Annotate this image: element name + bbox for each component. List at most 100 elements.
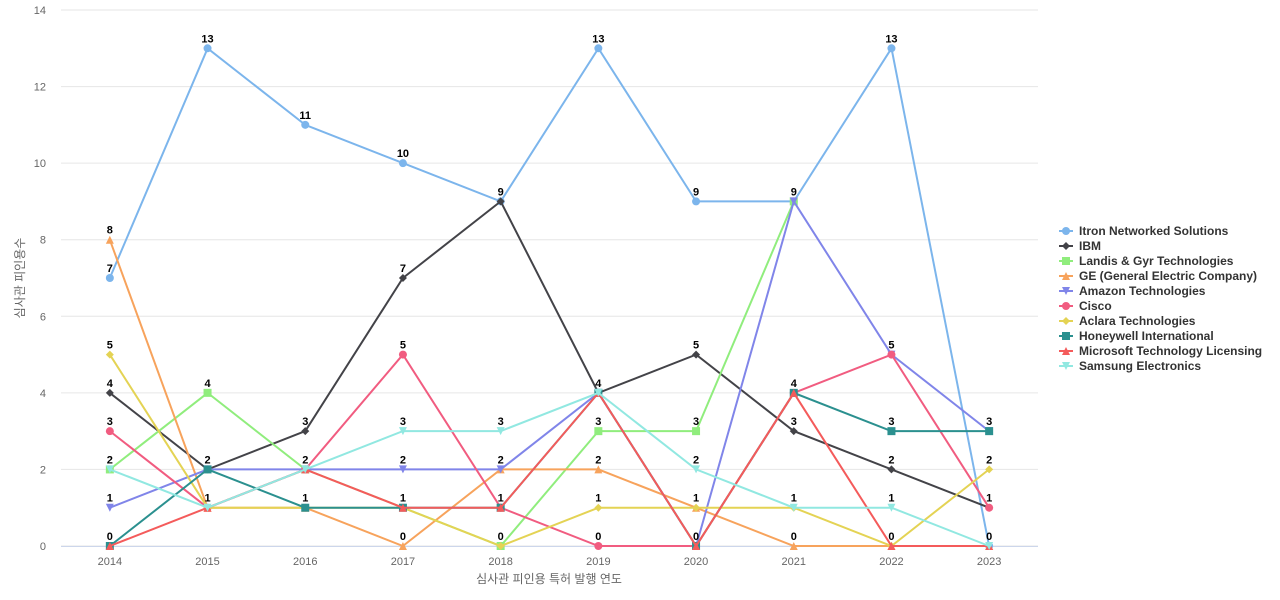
data-point[interactable] xyxy=(594,465,603,474)
legend-marker[interactable] xyxy=(1062,347,1070,355)
data-point[interactable] xyxy=(301,465,310,474)
data-point[interactable] xyxy=(105,427,114,436)
legend-label[interactable]: Amazon Technologies xyxy=(1079,284,1206,298)
series-1 xyxy=(105,197,994,512)
y-tick-label: 14 xyxy=(34,5,46,17)
data-point[interactable] xyxy=(496,197,505,206)
data-point[interactable] xyxy=(105,465,114,474)
legend-marker[interactable] xyxy=(1062,362,1070,370)
data-point[interactable] xyxy=(789,197,798,206)
data-point[interactable] xyxy=(594,503,603,512)
data-point[interactable] xyxy=(105,274,114,282)
data-point[interactable] xyxy=(594,44,603,53)
data-point[interactable] xyxy=(985,427,994,436)
data-label: 5 xyxy=(693,340,699,352)
data-point[interactable] xyxy=(789,388,798,397)
data-point[interactable] xyxy=(692,465,701,474)
data-point[interactable] xyxy=(398,159,407,168)
data-point[interactable] xyxy=(496,465,505,474)
data-point[interactable] xyxy=(105,235,114,244)
legend-label[interactable]: Samsung Electronics xyxy=(1079,359,1201,373)
data-point[interactable] xyxy=(692,197,701,206)
legend-item[interactable]: Amazon Technologies xyxy=(1059,284,1206,298)
legend-label[interactable]: Cisco xyxy=(1079,299,1112,313)
legend-item[interactable]: Aclara Technologies xyxy=(1059,314,1196,328)
data-point[interactable] xyxy=(105,388,114,397)
data-point[interactable] xyxy=(692,350,701,359)
data-point[interactable] xyxy=(887,427,896,436)
data-point[interactable] xyxy=(887,465,896,474)
data-point[interactable] xyxy=(398,427,407,436)
legend-label[interactable]: Itron Networked Solutions xyxy=(1079,224,1229,238)
legend-item[interactable]: Microsoft Technology Licensing xyxy=(1059,344,1262,358)
data-point[interactable] xyxy=(301,427,310,436)
data-point[interactable] xyxy=(105,542,114,550)
data-label: 0 xyxy=(400,531,406,543)
legend-label[interactable]: Aclara Technologies xyxy=(1079,314,1196,328)
data-point[interactable] xyxy=(789,503,798,512)
data-point[interactable] xyxy=(789,427,798,436)
data-label: 1 xyxy=(498,493,504,505)
data-point[interactable] xyxy=(594,427,603,436)
data-point[interactable] xyxy=(692,427,701,436)
data-label: 9 xyxy=(498,186,504,198)
legend-item[interactable]: GE (General Electric Company) xyxy=(1059,269,1257,283)
legend-marker[interactable] xyxy=(1062,317,1070,325)
legend-marker[interactable] xyxy=(1062,287,1070,295)
data-label: 3 xyxy=(107,416,113,428)
data-point[interactable] xyxy=(203,465,212,474)
legend-item[interactable]: Itron Networked Solutions xyxy=(1059,224,1229,238)
data-point[interactable] xyxy=(398,274,407,282)
data-point[interactable] xyxy=(105,503,114,512)
legend-marker[interactable] xyxy=(1062,332,1070,340)
data-point[interactable] xyxy=(985,542,994,550)
legend-marker[interactable] xyxy=(1062,242,1070,250)
legend-label[interactable]: Landis & Gyr Technologies xyxy=(1079,254,1234,268)
data-point[interactable] xyxy=(301,120,310,129)
legend-item[interactable]: Landis & Gyr Technologies xyxy=(1059,254,1234,268)
legend-item[interactable]: Honeywell International xyxy=(1059,329,1214,343)
data-label: 3 xyxy=(595,416,601,428)
data-point[interactable] xyxy=(594,388,603,397)
x-tick-label: 2017 xyxy=(391,556,415,568)
legend-label[interactable]: Honeywell International xyxy=(1079,329,1214,343)
data-point[interactable] xyxy=(496,503,505,512)
legend-marker[interactable] xyxy=(1062,227,1070,235)
data-point[interactable] xyxy=(985,465,994,474)
data-point[interactable] xyxy=(887,350,896,359)
legend-label[interactable]: GE (General Electric Company) xyxy=(1079,269,1257,283)
legend-marker[interactable] xyxy=(1062,302,1070,310)
data-point[interactable] xyxy=(496,427,505,436)
legend-item[interactable]: Cisco xyxy=(1059,299,1112,313)
data-point[interactable] xyxy=(398,465,407,474)
data-point[interactable] xyxy=(398,350,407,359)
data-point[interactable] xyxy=(496,542,505,550)
data-point[interactable] xyxy=(105,350,114,359)
legend-label[interactable]: Microsoft Technology Licensing xyxy=(1079,344,1262,358)
legend-item[interactable]: Samsung Electronics xyxy=(1059,359,1201,373)
data-point[interactable] xyxy=(301,503,310,512)
data-point[interactable] xyxy=(887,503,896,512)
data-label: 5 xyxy=(400,340,406,352)
data-point[interactable] xyxy=(789,542,798,550)
legend-marker[interactable] xyxy=(1062,257,1070,265)
data-point[interactable] xyxy=(203,44,212,53)
legend-item[interactable]: IBM xyxy=(1059,239,1101,253)
data-point[interactable] xyxy=(887,542,896,550)
data-label: 4 xyxy=(204,378,211,390)
data-label: 1 xyxy=(986,493,992,505)
legend-label[interactable]: IBM xyxy=(1079,239,1101,253)
data-label: 1 xyxy=(302,493,308,505)
data-point[interactable] xyxy=(594,542,603,550)
data-point[interactable] xyxy=(985,503,994,512)
data-point[interactable] xyxy=(692,503,701,512)
data-point[interactable] xyxy=(203,503,212,512)
data-point[interactable] xyxy=(203,388,212,397)
data-point[interactable] xyxy=(887,44,896,53)
y-tick-label: 10 xyxy=(34,158,46,170)
data-point[interactable] xyxy=(398,503,407,512)
data-point[interactable] xyxy=(692,542,701,550)
data-point[interactable] xyxy=(398,542,407,550)
legend-marker[interactable] xyxy=(1062,272,1070,280)
